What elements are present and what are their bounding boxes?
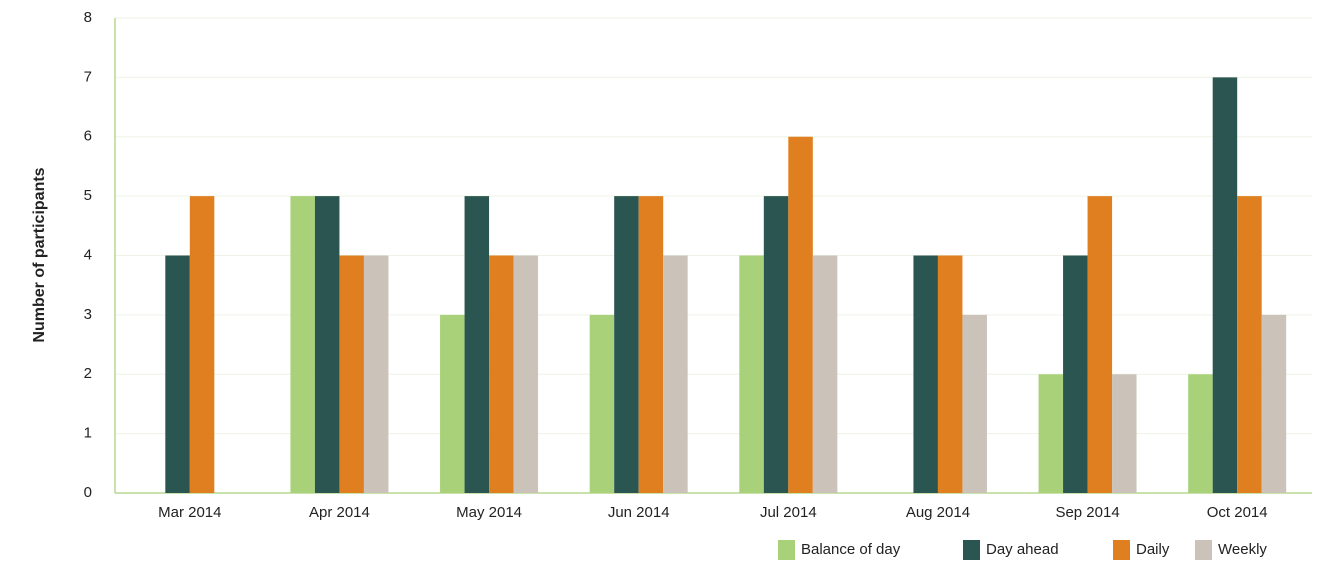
bar <box>763 196 789 493</box>
bar <box>290 196 315 493</box>
y-tick-label: 0 <box>84 484 92 501</box>
bar <box>1087 196 1113 493</box>
bar <box>1188 374 1213 493</box>
bar <box>1261 314 1287 493</box>
bar <box>788 136 813 493</box>
bar <box>489 255 514 493</box>
x-tick-label: Jul 2014 <box>760 504 817 521</box>
legend-label: Balance of day <box>801 541 901 558</box>
bar <box>314 196 340 493</box>
bar <box>1038 374 1064 493</box>
x-tick-label: Sep 2014 <box>1055 504 1119 521</box>
y-tick-label: 3 <box>84 306 92 323</box>
x-tick-label: Aug 2014 <box>906 504 970 521</box>
y-axis-label: Number of participants <box>31 167 48 342</box>
bar <box>937 255 963 493</box>
legend-swatch <box>778 540 795 560</box>
bar <box>663 255 688 493</box>
bar <box>589 314 615 493</box>
y-tick-label: 4 <box>84 246 92 263</box>
bar <box>1212 77 1238 493</box>
legend-label: Weekly <box>1218 541 1267 558</box>
legend-label: Day ahead <box>986 541 1059 558</box>
y-tick-label: 1 <box>84 425 92 442</box>
x-tick-label: Apr 2014 <box>309 504 370 521</box>
legend-swatch <box>1195 540 1212 560</box>
bar <box>962 314 987 493</box>
y-tick-label: 6 <box>84 128 92 145</box>
x-tick-label: Oct 2014 <box>1207 504 1268 521</box>
bar <box>464 196 490 493</box>
bar <box>913 255 938 493</box>
bar <box>165 255 190 493</box>
y-tick-label: 2 <box>84 365 92 382</box>
bar <box>189 196 215 493</box>
bar <box>513 255 539 493</box>
legend-label: Daily <box>1136 541 1170 558</box>
bar <box>638 196 664 493</box>
x-tick-label: Jun 2014 <box>608 504 670 521</box>
y-tick-label: 7 <box>84 68 92 85</box>
bar <box>440 314 465 493</box>
y-tick-label: 5 <box>84 187 92 204</box>
bar <box>812 255 838 493</box>
bar <box>1112 374 1137 493</box>
bar <box>1237 196 1262 493</box>
bar <box>739 255 764 493</box>
bar <box>363 255 389 493</box>
legend-swatch <box>1113 540 1130 560</box>
x-tick-label: Mar 2014 <box>158 504 221 521</box>
bar <box>339 255 364 493</box>
x-tick-label: May 2014 <box>456 504 522 521</box>
bar <box>614 196 639 493</box>
y-tick-label: 8 <box>84 9 92 26</box>
legend-swatch <box>963 540 980 560</box>
bar <box>1063 255 1088 493</box>
